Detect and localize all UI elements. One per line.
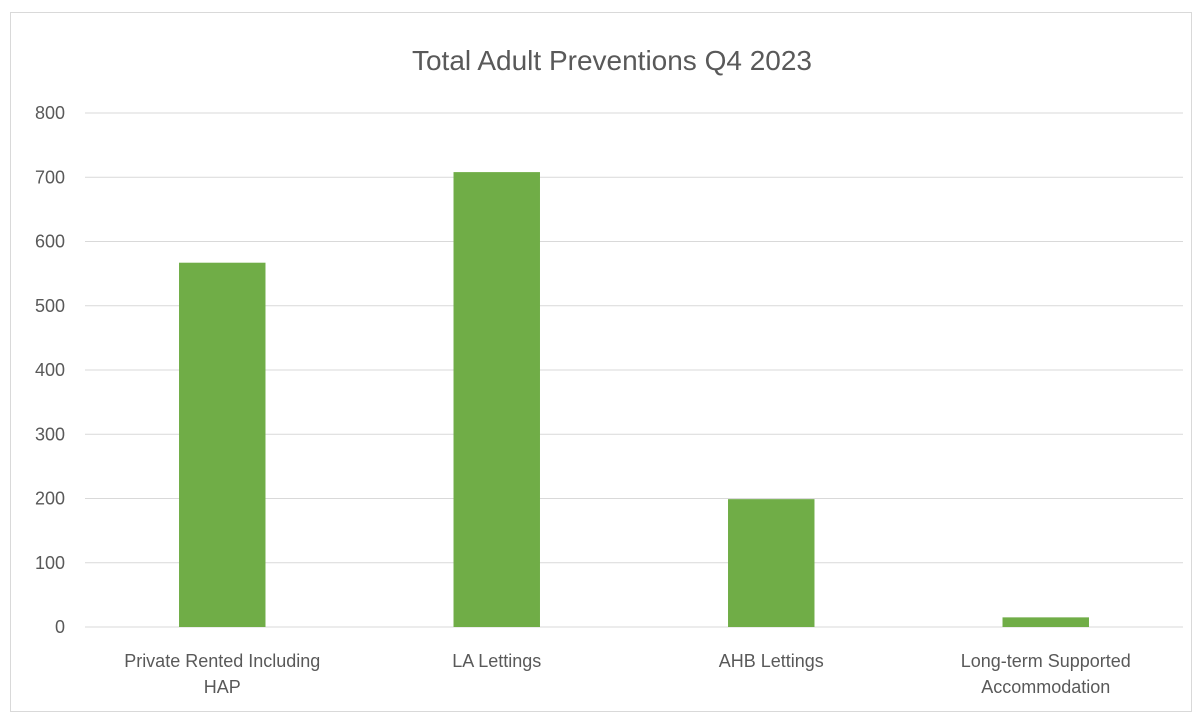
chart-title: Total Adult Preventions Q4 2023 <box>412 45 812 76</box>
y-tick-label: 300 <box>35 424 65 444</box>
y-tick-label: 800 <box>35 103 65 123</box>
y-axis-ticks: 0 100 200 300 400 500 600 700 800 <box>35 103 65 637</box>
bar-2 <box>728 499 815 627</box>
x-category-label: Accommodation <box>981 677 1110 697</box>
y-tick-label: 400 <box>35 360 65 380</box>
bars <box>179 172 1089 628</box>
x-category-label: Long-term Supported <box>961 651 1131 671</box>
x-category-label: HAP <box>204 677 241 697</box>
x-category-label: Private Rented Including <box>124 651 320 671</box>
y-tick-label: 0 <box>55 617 65 637</box>
bar-0 <box>179 262 266 627</box>
bar-1 <box>453 172 540 628</box>
y-tick-label: 200 <box>35 489 65 509</box>
x-category-label: LA Lettings <box>452 651 541 671</box>
x-axis-labels: Private Rented Including HAP LA Lettings AH… <box>124 651 1131 697</box>
x-category-label: AHB Lettings <box>719 651 824 671</box>
grid-lines <box>85 112 1183 628</box>
y-tick-label: 100 <box>35 553 65 573</box>
y-tick-label: 700 <box>35 167 65 187</box>
y-tick-label: 600 <box>35 232 65 252</box>
bar-3 <box>1002 617 1089 627</box>
y-tick-label: 500 <box>35 296 65 316</box>
